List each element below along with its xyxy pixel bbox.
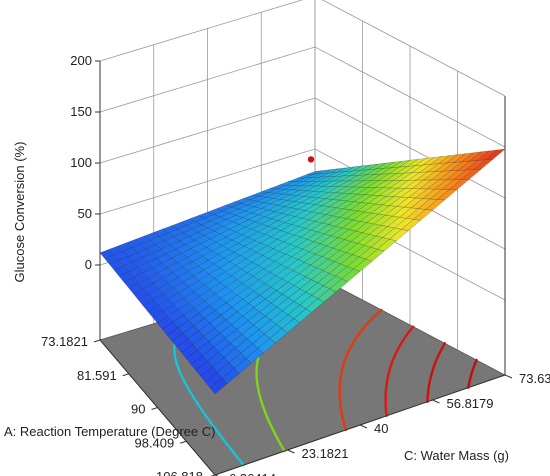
y-tick-label: 73.6359	[519, 371, 550, 386]
x-tick	[210, 474, 216, 476]
x-tick-label: 73.1821	[41, 334, 88, 349]
z-tick-label: 100	[70, 155, 92, 170]
design-points	[307, 156, 315, 163]
y-tick-label: 40	[374, 421, 388, 436]
y-axis-label: C: Water Mass (g)	[404, 448, 509, 463]
contour-70	[338, 308, 383, 432]
contour-110	[426, 342, 446, 403]
contour-130	[467, 358, 478, 389]
x-tick	[122, 373, 129, 377]
x-tick-label: 81.591	[77, 368, 117, 383]
y-tick-label: 23.1821	[302, 446, 349, 461]
y-tick	[432, 399, 440, 404]
x-tick-label: 98.409	[134, 435, 174, 450]
y-tick	[504, 374, 513, 379]
y-tick	[287, 449, 295, 454]
y-tick-label: 6.36414	[229, 471, 276, 476]
x-tick	[151, 407, 158, 410]
z-tick-label: 50	[78, 206, 92, 221]
x-tick	[180, 440, 187, 444]
design-point	[307, 156, 315, 163]
x-tick-label: 106.818	[156, 469, 203, 476]
x-tick-label: 90	[131, 402, 145, 417]
surface-cell	[209, 377, 228, 395]
contour-90	[384, 325, 415, 417]
z-axis-label: Glucose Conversion (%)	[12, 142, 27, 283]
z-gridline	[99, 0, 506, 97]
z-tick-label: 150	[70, 104, 92, 119]
x-axis-label: A: Reaction Temperature (Degree C)	[4, 424, 215, 439]
y-tick-label: 56.8179	[447, 396, 494, 411]
x-tick	[93, 339, 101, 343]
response-surface	[99, 148, 506, 395]
z-tick-label: 200	[70, 53, 92, 68]
tick-labels: 0 50 100 150 200 73.1821 81.591 90 98.409 106.818…	[41, 53, 550, 476]
y-tick	[359, 424, 368, 429]
z-tick-label: 0	[85, 257, 92, 272]
